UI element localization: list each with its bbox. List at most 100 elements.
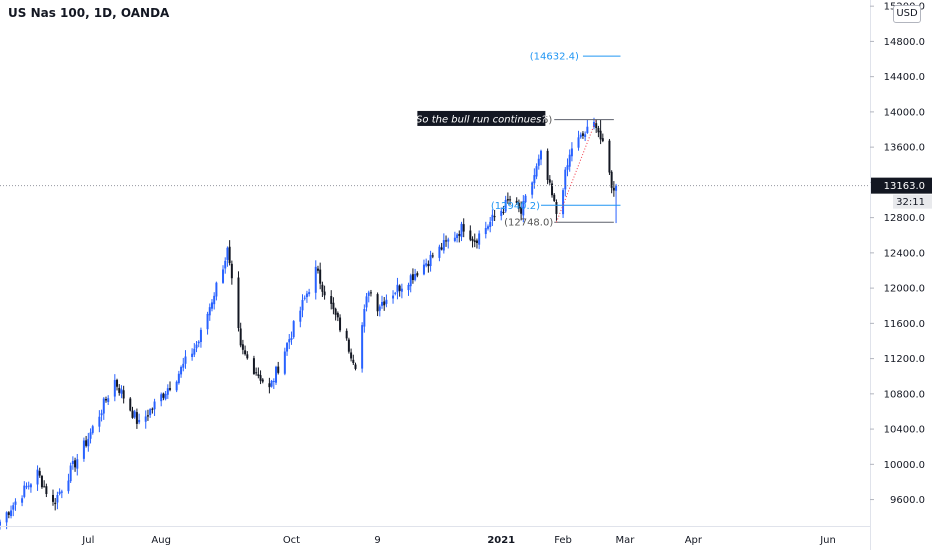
candle-body bbox=[473, 240, 476, 243]
candle bbox=[292, 320, 295, 339]
candle bbox=[226, 246, 229, 267]
candle-body bbox=[272, 380, 275, 382]
candle bbox=[469, 225, 472, 242]
candle-body bbox=[283, 351, 286, 374]
candle-body bbox=[135, 412, 138, 424]
price-tick-label: 14400.0 bbox=[884, 72, 925, 83]
candle bbox=[553, 193, 556, 203]
candle-body bbox=[354, 364, 357, 369]
candle-body bbox=[104, 399, 107, 401]
candle-body bbox=[38, 471, 41, 476]
candle-body bbox=[515, 200, 518, 203]
callout-note[interactable]: So the bull run continues? bbox=[416, 110, 547, 126]
candle bbox=[69, 462, 72, 483]
candle bbox=[577, 130, 580, 151]
candle bbox=[131, 406, 134, 419]
candle-body bbox=[210, 302, 213, 309]
candle bbox=[98, 410, 101, 433]
current-price-label: 13163.0 bbox=[884, 181, 925, 192]
candle-body bbox=[610, 171, 613, 188]
candle-body bbox=[381, 302, 384, 306]
candle-body bbox=[608, 140, 611, 173]
candle bbox=[104, 396, 107, 403]
candle-body bbox=[299, 310, 302, 322]
candle-body bbox=[286, 343, 289, 352]
candle-body bbox=[440, 247, 443, 250]
candle-body bbox=[539, 150, 542, 160]
candle-body bbox=[107, 398, 110, 402]
level-label[interactable]: (14632.4) bbox=[530, 52, 579, 63]
candle bbox=[584, 131, 587, 142]
candle bbox=[67, 473, 70, 494]
candle-body bbox=[138, 419, 141, 423]
candle-body bbox=[153, 401, 156, 410]
candle-body bbox=[10, 510, 13, 517]
candle bbox=[615, 183, 618, 224]
candle-body bbox=[45, 486, 48, 495]
currency-button[interactable]: USD bbox=[893, 5, 921, 23]
candle-body bbox=[51, 494, 54, 502]
candle-body bbox=[555, 201, 558, 214]
candle bbox=[493, 209, 496, 221]
candle bbox=[601, 133, 604, 143]
candle bbox=[283, 347, 286, 376]
candle-body bbox=[581, 133, 584, 136]
candle-body bbox=[149, 409, 152, 416]
candle-body bbox=[592, 121, 595, 128]
time-tick-label: Aug bbox=[151, 535, 171, 546]
candle-body bbox=[160, 394, 163, 402]
candle bbox=[352, 354, 355, 365]
time-tick-label: Jun bbox=[819, 535, 836, 546]
candle bbox=[182, 357, 185, 372]
candle-body bbox=[25, 486, 28, 488]
candle-body bbox=[226, 247, 229, 260]
candle bbox=[241, 339, 244, 355]
candle-body bbox=[175, 381, 178, 391]
candle bbox=[246, 351, 249, 360]
symbol-title[interactable]: US Nas 100, 1D, OANDA bbox=[8, 6, 170, 20]
candle bbox=[193, 343, 196, 358]
candle bbox=[51, 489, 54, 506]
candle-body bbox=[40, 475, 43, 488]
drawing-tools[interactable]: (14632.4)(13912.6)(12940.2)(12748.0)So t… bbox=[0, 52, 870, 229]
candle-body bbox=[411, 274, 414, 280]
candle bbox=[579, 132, 582, 139]
candlestick-series bbox=[0, 117, 618, 530]
candle-body bbox=[422, 264, 425, 275]
candle-body bbox=[445, 240, 448, 242]
candle-body bbox=[509, 199, 512, 201]
candle-body bbox=[469, 230, 472, 240]
candle-body bbox=[36, 469, 39, 485]
candle-body bbox=[113, 380, 116, 397]
candle bbox=[180, 365, 183, 378]
price-axis-background bbox=[870, 0, 932, 550]
candle bbox=[261, 378, 264, 384]
candle-body bbox=[166, 388, 169, 395]
candle-body bbox=[85, 440, 88, 446]
price-tick-label: 13600.0 bbox=[884, 143, 925, 154]
candle-body bbox=[506, 199, 509, 201]
candle bbox=[610, 170, 613, 194]
candle bbox=[10, 505, 13, 519]
candle-body bbox=[162, 393, 165, 398]
candle-body bbox=[67, 480, 70, 492]
candle bbox=[175, 380, 178, 393]
candle bbox=[54, 498, 57, 511]
candle bbox=[100, 409, 103, 422]
price-axis[interactable]: 9600.0 10000.0 10400.0 10800.0 11200.0 11600.… bbox=[870, 0, 932, 550]
candle-body bbox=[385, 299, 388, 304]
candle bbox=[74, 457, 77, 472]
candle bbox=[336, 311, 339, 322]
candle bbox=[23, 481, 26, 499]
time-tick-label: 2021 bbox=[487, 535, 515, 546]
candle-body bbox=[133, 411, 136, 418]
candle bbox=[471, 236, 474, 248]
candle-body bbox=[323, 291, 326, 296]
time-axis[interactable]: Jul Aug Oct 9 2021 Feb Mar Apr Jun bbox=[0, 526, 870, 547]
candle-body bbox=[255, 372, 258, 374]
trend-line[interactable] bbox=[555, 119, 597, 223]
candle-body bbox=[58, 491, 61, 494]
level-label[interactable]: (12748.0) bbox=[504, 218, 553, 229]
level-label[interactable]: (12940.2) bbox=[491, 201, 540, 212]
